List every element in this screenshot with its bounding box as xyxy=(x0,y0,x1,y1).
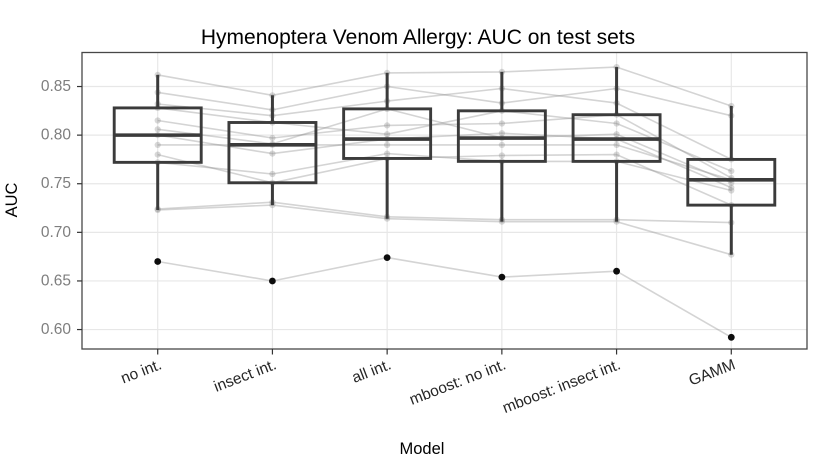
series-point xyxy=(154,206,161,214)
series-point xyxy=(384,69,391,76)
paired-series-line xyxy=(157,201,732,224)
paired-series-line xyxy=(157,66,732,107)
box-iqr-rect xyxy=(227,121,318,185)
series-point xyxy=(269,134,276,142)
box-iqr-rect xyxy=(456,109,547,163)
x-tick-label: insect int. xyxy=(212,356,279,395)
series-point xyxy=(269,150,276,157)
series-point xyxy=(498,130,505,137)
series-point xyxy=(384,131,391,138)
series-point xyxy=(728,184,735,191)
outlier-points-layer xyxy=(154,254,735,341)
paired-series-line xyxy=(157,204,732,256)
series-point xyxy=(384,141,391,148)
series-point xyxy=(498,120,505,127)
x-tick-label: mboost: no int. xyxy=(407,356,508,408)
series-point xyxy=(154,151,161,158)
series-point xyxy=(384,150,391,157)
x-tick-label: all int. xyxy=(350,356,394,386)
y-axis-title: AUC xyxy=(3,183,21,218)
paired-series-line xyxy=(157,152,732,192)
y-tick-label: 0.65 xyxy=(41,272,71,289)
y-tick-label: 0.85 xyxy=(41,78,71,95)
outlier-point xyxy=(383,254,391,261)
series-point xyxy=(384,122,391,129)
boxplots-layer xyxy=(112,67,777,255)
paired-series-line xyxy=(157,87,732,161)
series-point xyxy=(498,218,505,225)
paired-series-line xyxy=(157,153,732,206)
y-tick-label: 0.75 xyxy=(41,175,71,192)
series-point xyxy=(269,170,276,178)
paired-series-line xyxy=(157,108,732,184)
outlier-point xyxy=(154,258,162,265)
series-point xyxy=(613,218,620,225)
paired-series-line xyxy=(157,113,732,179)
series-point xyxy=(154,117,161,124)
x-tick-label: GAMM xyxy=(687,356,738,389)
y-tick-label: 0.70 xyxy=(41,224,72,241)
x-tick-label: mboost: insect int. xyxy=(500,356,623,417)
panel-background xyxy=(82,52,807,349)
series-point xyxy=(498,152,505,159)
paired-series-line xyxy=(157,107,732,172)
box-iqr-rect xyxy=(686,157,777,207)
outlier-point xyxy=(727,333,735,341)
series-point xyxy=(498,141,505,148)
x-tick-label: no int. xyxy=(119,356,165,387)
chart-title: Hymenoptera Venom Allergy: AUC on test s… xyxy=(201,26,635,49)
paired-series-line xyxy=(157,256,732,338)
paired-series-line xyxy=(157,132,732,189)
outlier-point xyxy=(498,273,506,281)
box-iqr-rect xyxy=(342,107,433,160)
y-tick-label: 0.60 xyxy=(41,321,72,338)
series-point xyxy=(613,120,620,127)
series-point xyxy=(498,68,505,75)
series-point xyxy=(154,141,161,148)
y-tick-label: 0.80 xyxy=(41,127,72,144)
series-point xyxy=(613,151,620,158)
series-point xyxy=(728,168,735,175)
series-point xyxy=(154,126,161,133)
series-point xyxy=(613,141,620,148)
paired-series-line xyxy=(157,85,732,117)
series-point xyxy=(613,131,620,138)
outlier-point xyxy=(269,277,276,285)
outlier-point xyxy=(613,267,620,275)
x-axis-title: Model xyxy=(400,440,445,458)
series-point xyxy=(728,187,735,194)
panel-border xyxy=(81,51,808,350)
